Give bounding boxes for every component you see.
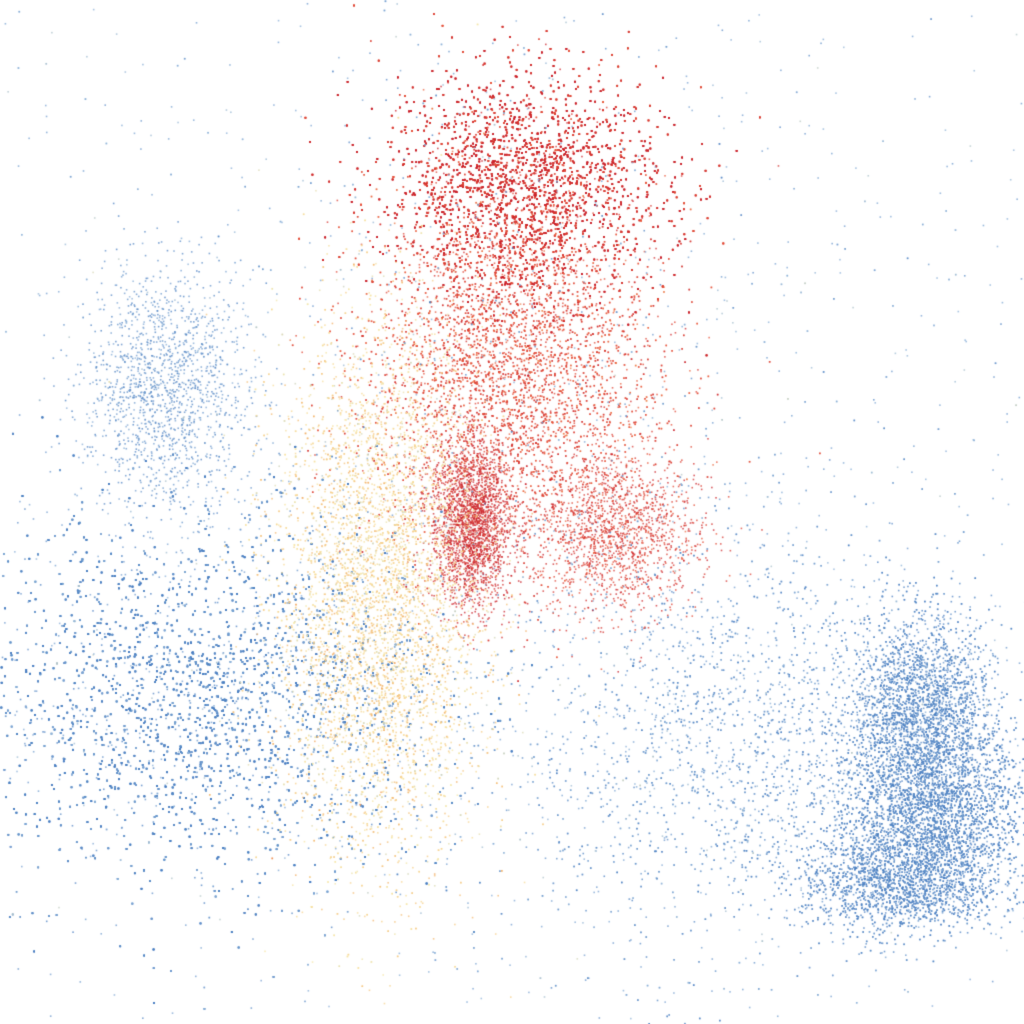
scatter-plot — [0, 0, 1024, 1024]
scatter-points-canvas — [0, 0, 1024, 1024]
